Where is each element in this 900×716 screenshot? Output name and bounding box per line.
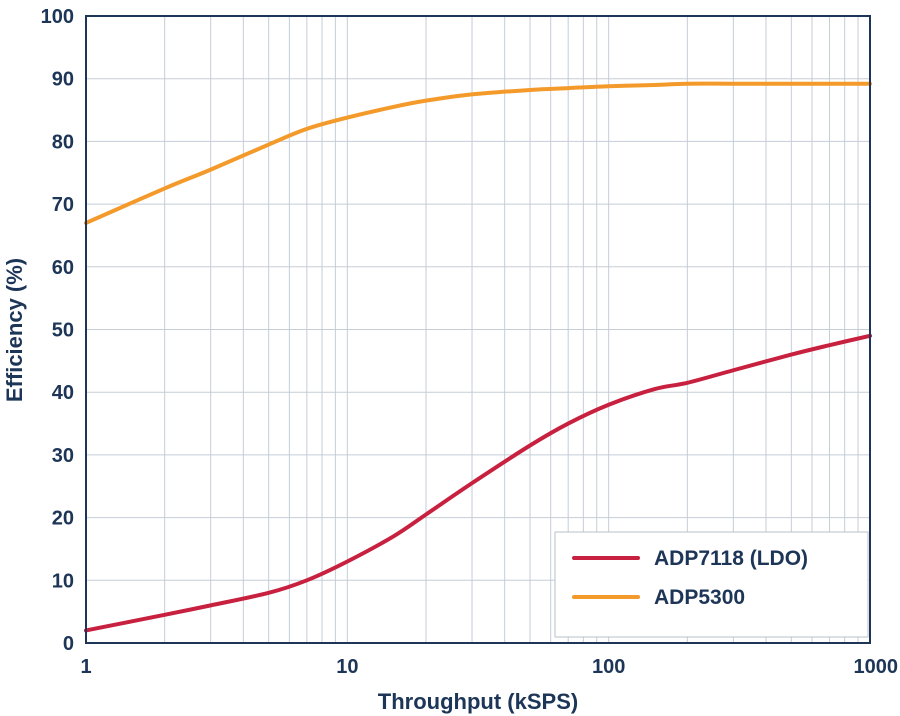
plot-frame bbox=[85, 15, 871, 644]
x-axis-title: Throughput (kSPS) bbox=[378, 689, 578, 714]
y-tick-label: 10 bbox=[52, 570, 74, 592]
y-tick-label: 80 bbox=[52, 131, 74, 153]
y-axis-ticks: 0 10 20 30 40 50 60 70 80 90 100 bbox=[41, 6, 74, 655]
legend-label-adp5300: ADP5300 bbox=[654, 586, 745, 609]
x-tick-label: 1000 bbox=[854, 656, 899, 678]
y-axis-title: Efficiency (%) bbox=[2, 258, 27, 402]
y-tick-label: 0 bbox=[63, 633, 74, 655]
y-tick-label: 40 bbox=[52, 382, 74, 404]
legend: ADP7118 (LDO) ADP5300 bbox=[554, 531, 869, 638]
y-tick-label: 30 bbox=[52, 445, 74, 467]
y-tick-label: 20 bbox=[52, 508, 74, 530]
series-lines bbox=[84, 81, 872, 633]
series-line-0 bbox=[84, 333, 872, 633]
series-line-1 bbox=[84, 81, 872, 225]
legend-label-adp7118: ADP7118 (LDO) bbox=[654, 547, 808, 570]
y-tick-label: 100 bbox=[41, 6, 74, 28]
x-axis-ticks: 1 10 100 1000 bbox=[80, 656, 898, 678]
y-tick-label: 60 bbox=[52, 257, 74, 279]
legend-box bbox=[554, 531, 869, 638]
x-tick-label: 10 bbox=[336, 656, 358, 678]
y-tick-label: 70 bbox=[52, 194, 74, 216]
x-tick-label: 1 bbox=[80, 656, 91, 678]
y-tick-label: 50 bbox=[52, 320, 74, 342]
x-tick-label: 100 bbox=[592, 656, 625, 678]
y-tick-label: 90 bbox=[52, 69, 74, 91]
